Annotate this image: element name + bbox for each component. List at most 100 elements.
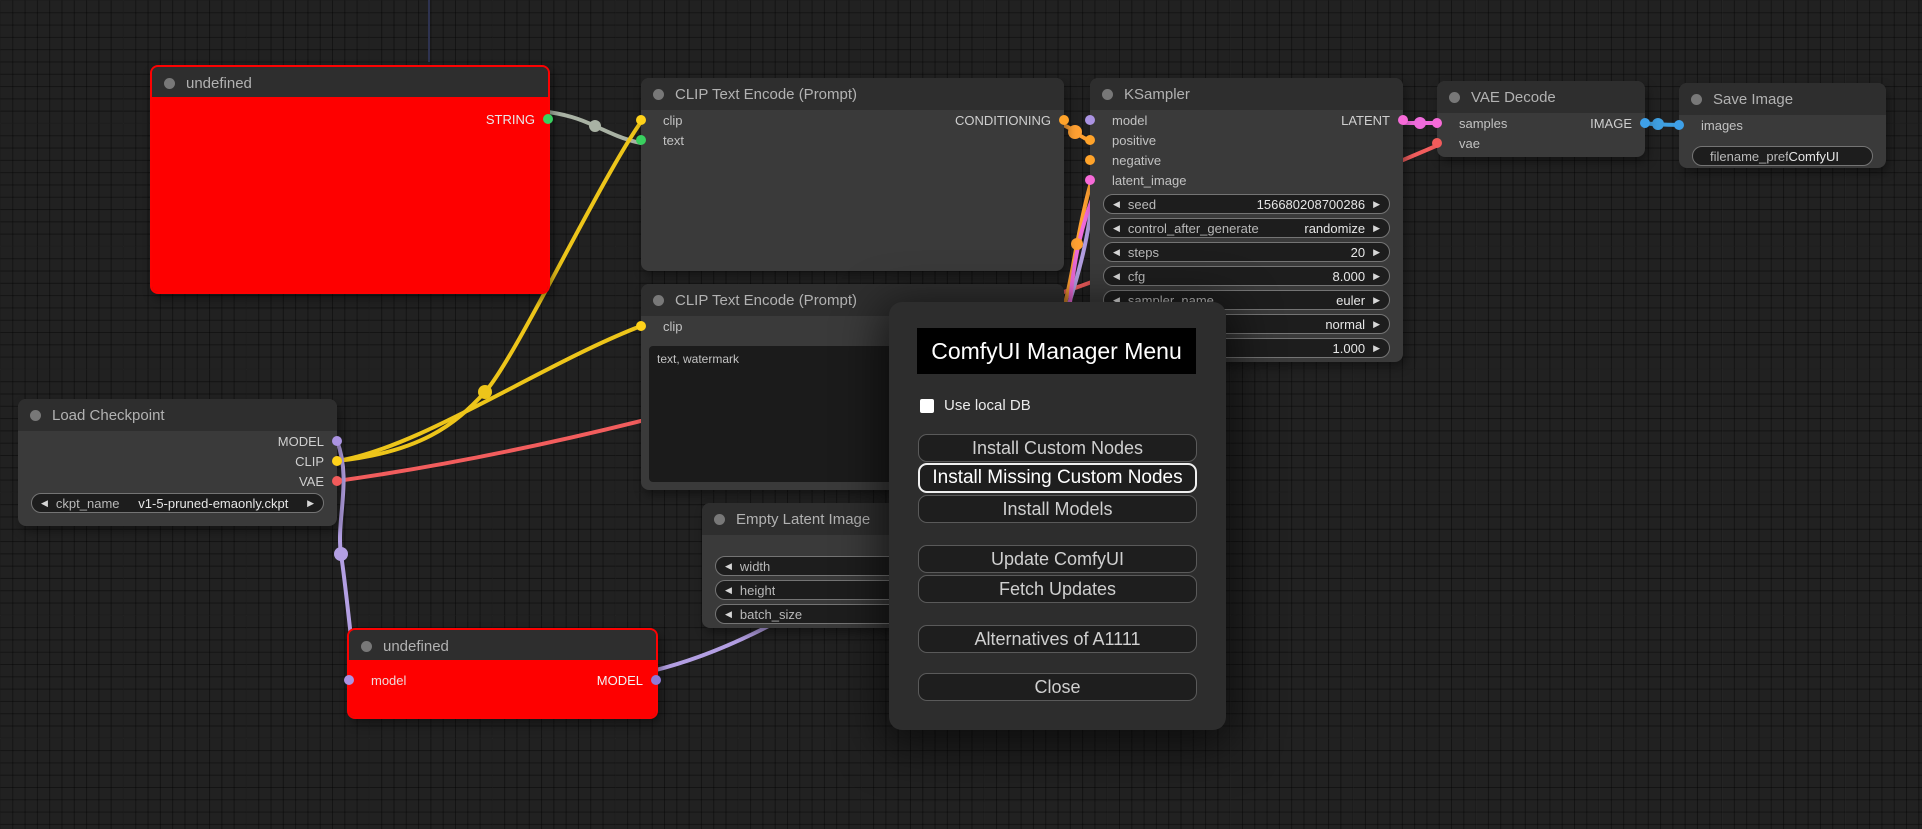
alternatives-of-a1111-button[interactable]: Alternatives of A1111 [918,625,1197,653]
reroute-dot-latent[interactable] [1414,117,1426,129]
reroute-dot-conditioning-negative[interactable] [1071,238,1083,250]
input-port-vae[interactable] [1432,138,1442,148]
node-status-dot [1449,91,1460,103]
install-missing-custom-nodes-button[interactable]: Install Missing Custom Nodes [918,463,1197,493]
node-status-dot [1691,93,1702,105]
node-status-dot [714,513,725,525]
node-titlebar[interactable]: VAE Decode [1437,81,1645,113]
input-label-model: model [1112,112,1148,128]
update-comfyui-button[interactable]: Update ComfyUI [918,545,1197,573]
input-port-latent-image[interactable] [1085,175,1095,185]
node-clip-text-encode-1[interactable]: CLIP Text Encode (Prompt) clip CONDITION… [636,78,1069,271]
input-port-positive[interactable] [1085,135,1095,145]
input-port-model[interactable] [1085,115,1095,125]
decrement-icon[interactable]: ◀ [1113,246,1120,257]
widget-seed[interactable]: ◀ seed 156680208700286 ▶ [1103,194,1390,214]
install-custom-nodes-button[interactable]: Install Custom Nodes [918,434,1197,462]
input-port-clip[interactable] [636,115,646,125]
input-label-vae: vae [1459,135,1480,151]
input-port-model[interactable] [344,675,354,685]
input-label-samples: samples [1459,115,1508,131]
node-undefined-bottom[interactable]: undefined model MODEL [344,628,661,719]
increment-icon[interactable]: ▶ [1373,246,1380,257]
install-models-button[interactable]: Install Models [918,495,1197,523]
reroute-dot-conditioning-positive[interactable] [1068,125,1082,139]
comfyui-manager-menu-dialog: ComfyUI Manager Menu Use local DB Instal… [889,302,1226,730]
increment-icon[interactable]: ▶ [1373,198,1380,209]
node-titlebar[interactable]: undefined [152,67,548,99]
node-save-image[interactable]: Save Image images filename_prefix ComfyU… [1674,83,1886,168]
input-label-clip: clip [663,112,683,128]
output-port-latent[interactable] [1398,115,1408,125]
input-port-clip[interactable] [636,321,646,331]
output-port-conditioning[interactable] [1059,115,1069,125]
output-label-vae: VAE [298,473,324,489]
output-port-vae[interactable] [332,476,342,486]
increment-icon[interactable]: ▶ [1373,342,1380,353]
node-title: CLIP Text Encode (Prompt) [675,291,858,309]
error-node-body [349,660,656,717]
input-label-text: text [663,132,684,148]
increment-icon[interactable]: ▶ [307,497,314,508]
decrement-icon[interactable]: ◀ [1113,222,1120,233]
widget-value: ComfyUI [1788,148,1839,164]
decrement-icon[interactable]: ◀ [725,584,732,595]
decrement-icon[interactable]: ◀ [41,497,48,508]
output-label-latent: LATENT [1341,112,1390,128]
close-button[interactable]: Close [918,673,1197,701]
node-titlebar[interactable]: undefined [349,630,656,662]
increment-icon[interactable]: ▶ [1373,222,1380,233]
widget-ckpt-name[interactable]: ◀ ckpt_name v1-5-pruned-emaonly.ckpt ▶ [31,493,324,513]
increment-icon[interactable]: ▶ [1373,318,1380,329]
decrement-icon[interactable]: ◀ [1113,270,1120,281]
input-port-samples[interactable] [1432,118,1442,128]
output-port-model[interactable] [651,675,661,685]
node-title: Save Image [1713,90,1794,108]
widget-value: 1.000 [1332,340,1366,356]
node-titlebar[interactable]: Load Checkpoint [18,399,337,431]
input-label-latent-image: latent_image [1112,172,1187,188]
increment-icon[interactable]: ▶ [1373,294,1380,305]
fetch-updates-button[interactable]: Fetch Updates [918,575,1197,603]
output-port-model[interactable] [332,436,342,446]
decrement-icon[interactable]: ◀ [725,608,732,619]
increment-icon[interactable]: ▶ [1373,270,1380,281]
node-vae-decode[interactable]: VAE Decode samples IMAGE vae [1432,81,1650,157]
node-titlebar[interactable]: KSampler [1090,78,1403,110]
output-label-model: MODEL [277,433,324,449]
widget-steps[interactable]: ◀ steps 20 ▶ [1103,242,1390,262]
input-label-negative: negative [1112,152,1162,168]
input-port-images[interactable] [1674,120,1684,130]
widget-cfg[interactable]: ◀ cfg 8.000 ▶ [1103,266,1390,286]
reroute-dot-clip[interactable] [478,385,492,399]
node-titlebar[interactable]: Save Image [1679,83,1886,115]
output-port-image[interactable] [1640,118,1650,128]
input-port-negative[interactable] [1085,155,1095,165]
reroute-dot-model[interactable] [334,547,348,561]
node-status-dot [164,77,175,89]
use-local-db-checkbox[interactable] [920,398,934,413]
input-label-clip: clip [663,318,683,334]
node-title: KSampler [1124,85,1190,103]
node-load-checkpoint[interactable]: Load Checkpoint MODEL CLIP VAE ◀ ckpt_na… [18,399,342,526]
input-port-text[interactable] [636,135,646,145]
output-label-conditioning: CONDITIONING [954,112,1051,128]
node-title: undefined [383,637,449,655]
node-title: CLIP Text Encode (Prompt) [675,85,858,103]
widget-control-after-generate[interactable]: ◀ control_after_generate randomize ▶ [1103,218,1390,238]
output-port-clip[interactable] [332,456,342,466]
node-title: Empty Latent Image [736,510,871,528]
node-title: undefined [186,74,252,92]
decrement-icon[interactable]: ◀ [725,560,732,571]
input-label-images: images [1701,117,1743,133]
reroute-dot-string[interactable] [589,120,601,132]
output-port-string[interactable] [543,114,553,124]
decrement-icon[interactable]: ◀ [1113,198,1120,209]
node-titlebar[interactable]: CLIP Text Encode (Prompt) [641,78,1064,110]
widget-filename-prefix[interactable]: filename_prefix ComfyUI [1692,146,1873,166]
dialog-title: ComfyUI Manager Menu [917,328,1196,374]
reroute-dot-image[interactable] [1652,118,1664,130]
node-undefined-top[interactable]: undefined STRING [150,65,553,294]
decrement-icon[interactable]: ◀ [1113,294,1120,305]
